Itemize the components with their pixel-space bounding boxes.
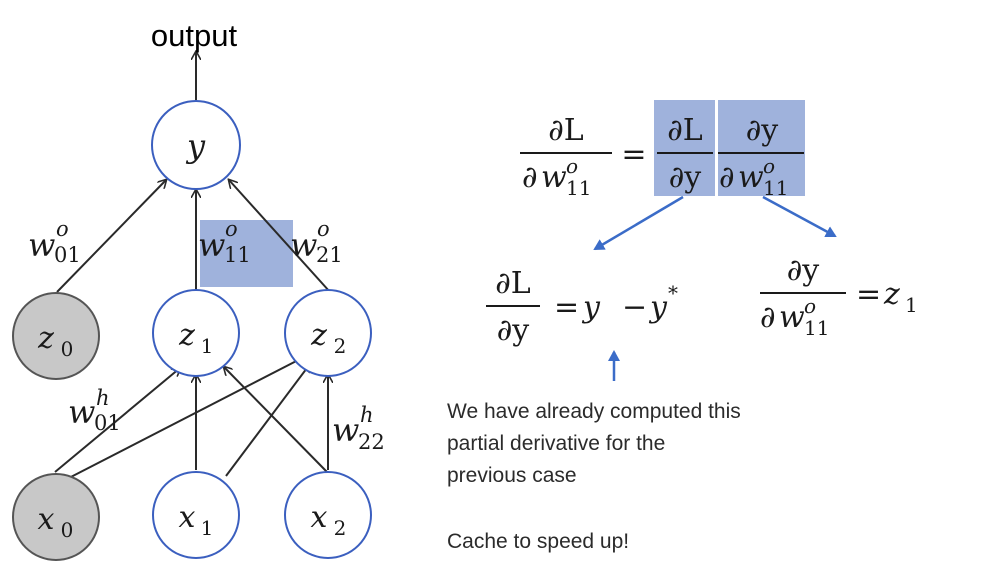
highlight-w11	[200, 220, 293, 287]
svg-text:∂y: ∂y	[746, 113, 779, 148]
highlight-dL-dy	[654, 100, 715, 196]
svg-text:w: w	[28, 226, 55, 264]
svg-text:z: z	[883, 277, 900, 312]
svg-text:11: 11	[566, 176, 591, 200]
svg-text:w: w	[332, 411, 359, 449]
svg-text:w: w	[541, 160, 567, 195]
svg-text:∂: ∂	[522, 160, 538, 195]
svg-text:y: y	[581, 290, 601, 325]
svg-text:11: 11	[224, 243, 251, 267]
note-line-3: previous case	[447, 464, 577, 487]
svg-text:∂L: ∂L	[667, 113, 703, 148]
svg-text:2: 2	[334, 516, 347, 540]
svg-text:∂: ∂	[760, 300, 776, 335]
svg-text:x: x	[38, 502, 55, 537]
svg-text:h: h	[360, 403, 374, 427]
weight-w01-h: w h 01	[68, 386, 121, 435]
svg-text:o: o	[804, 294, 816, 318]
edge-x2-z1	[224, 367, 329, 474]
svg-text:o: o	[56, 217, 69, 241]
svg-text:h: h	[96, 386, 110, 410]
equation-chain-rule: ∂L ∂ w o 11 = ∂L ∂y ∂y ∂ w o 11	[520, 113, 804, 200]
node-x0: x 0	[12, 473, 100, 561]
svg-text:∂y: ∂y	[669, 160, 702, 195]
svg-text:0: 0	[61, 518, 74, 542]
edge-x0-z1	[54, 368, 180, 473]
svg-text:1: 1	[905, 293, 918, 317]
equation-dL-dy: ∂L ∂y = y − y *	[486, 266, 678, 348]
svg-text:o: o	[225, 217, 238, 241]
edge-z0-y	[56, 180, 166, 293]
svg-text:w: w	[779, 300, 805, 335]
blue-arrow-left	[593, 195, 684, 251]
svg-text:11: 11	[763, 176, 788, 200]
equation-dy-dw: ∂y ∂ w o 11 = z 1	[760, 253, 918, 340]
svg-text:2: 2	[334, 334, 347, 358]
note-cache: Cache to speed up!	[447, 530, 630, 553]
svg-text:∂L: ∂L	[495, 266, 531, 301]
weight-w01-o: w o 01	[28, 217, 81, 267]
svg-text:w: w	[290, 226, 317, 264]
svg-text:∂L: ∂L	[548, 113, 584, 148]
node-z0: z 0	[12, 292, 100, 380]
node-z1: z 1	[152, 289, 240, 377]
blue-arrow-right	[762, 195, 837, 238]
edge-x1-z2	[225, 364, 310, 477]
svg-text:22: 22	[358, 430, 385, 454]
svg-text:11: 11	[804, 316, 829, 340]
edge-x0-z2	[64, 355, 308, 481]
svg-text:21: 21	[316, 243, 343, 267]
svg-text:y: y	[648, 290, 668, 325]
svg-text:z: z	[178, 318, 195, 353]
note-line-1: We have already computed this	[447, 400, 741, 423]
edge-z2-y	[229, 180, 331, 293]
svg-text:w: w	[198, 226, 225, 264]
node-x1: x 1	[152, 471, 240, 559]
svg-text:z: z	[310, 318, 327, 353]
svg-text:x: x	[179, 500, 196, 535]
svg-text:∂y: ∂y	[497, 313, 530, 348]
svg-text:=: =	[856, 277, 881, 312]
svg-text:x: x	[311, 500, 328, 535]
svg-text:=: =	[621, 137, 646, 172]
svg-text:o: o	[566, 154, 578, 178]
svg-text:z: z	[37, 321, 54, 356]
svg-text:*: *	[668, 281, 678, 305]
svg-text:−: −	[622, 290, 647, 325]
output-label: output	[151, 18, 238, 53]
svg-text:0: 0	[61, 337, 74, 361]
svg-text:01: 01	[54, 243, 81, 267]
svg-text:∂: ∂	[719, 160, 735, 195]
svg-text:w: w	[68, 393, 95, 431]
svg-text:y: y	[185, 127, 206, 165]
svg-text:01: 01	[94, 411, 121, 435]
svg-text:o: o	[317, 217, 330, 241]
node-x2: x 2	[284, 471, 372, 559]
weight-w11-o: w o 11	[198, 217, 251, 267]
weight-w21-o: w o 21	[290, 217, 343, 267]
node-z2: z 2	[284, 289, 372, 377]
note-line-2: partial derivative for the	[447, 432, 666, 455]
svg-text:=: =	[554, 290, 579, 325]
svg-text:1: 1	[201, 516, 214, 540]
svg-text:1: 1	[201, 334, 214, 358]
node-y: y	[151, 100, 241, 190]
svg-text:o: o	[763, 154, 775, 178]
highlight-dy-dw	[718, 100, 805, 196]
svg-text:w: w	[738, 160, 764, 195]
weight-w22-h: w h 22	[332, 403, 385, 454]
svg-text:∂y: ∂y	[787, 253, 820, 288]
